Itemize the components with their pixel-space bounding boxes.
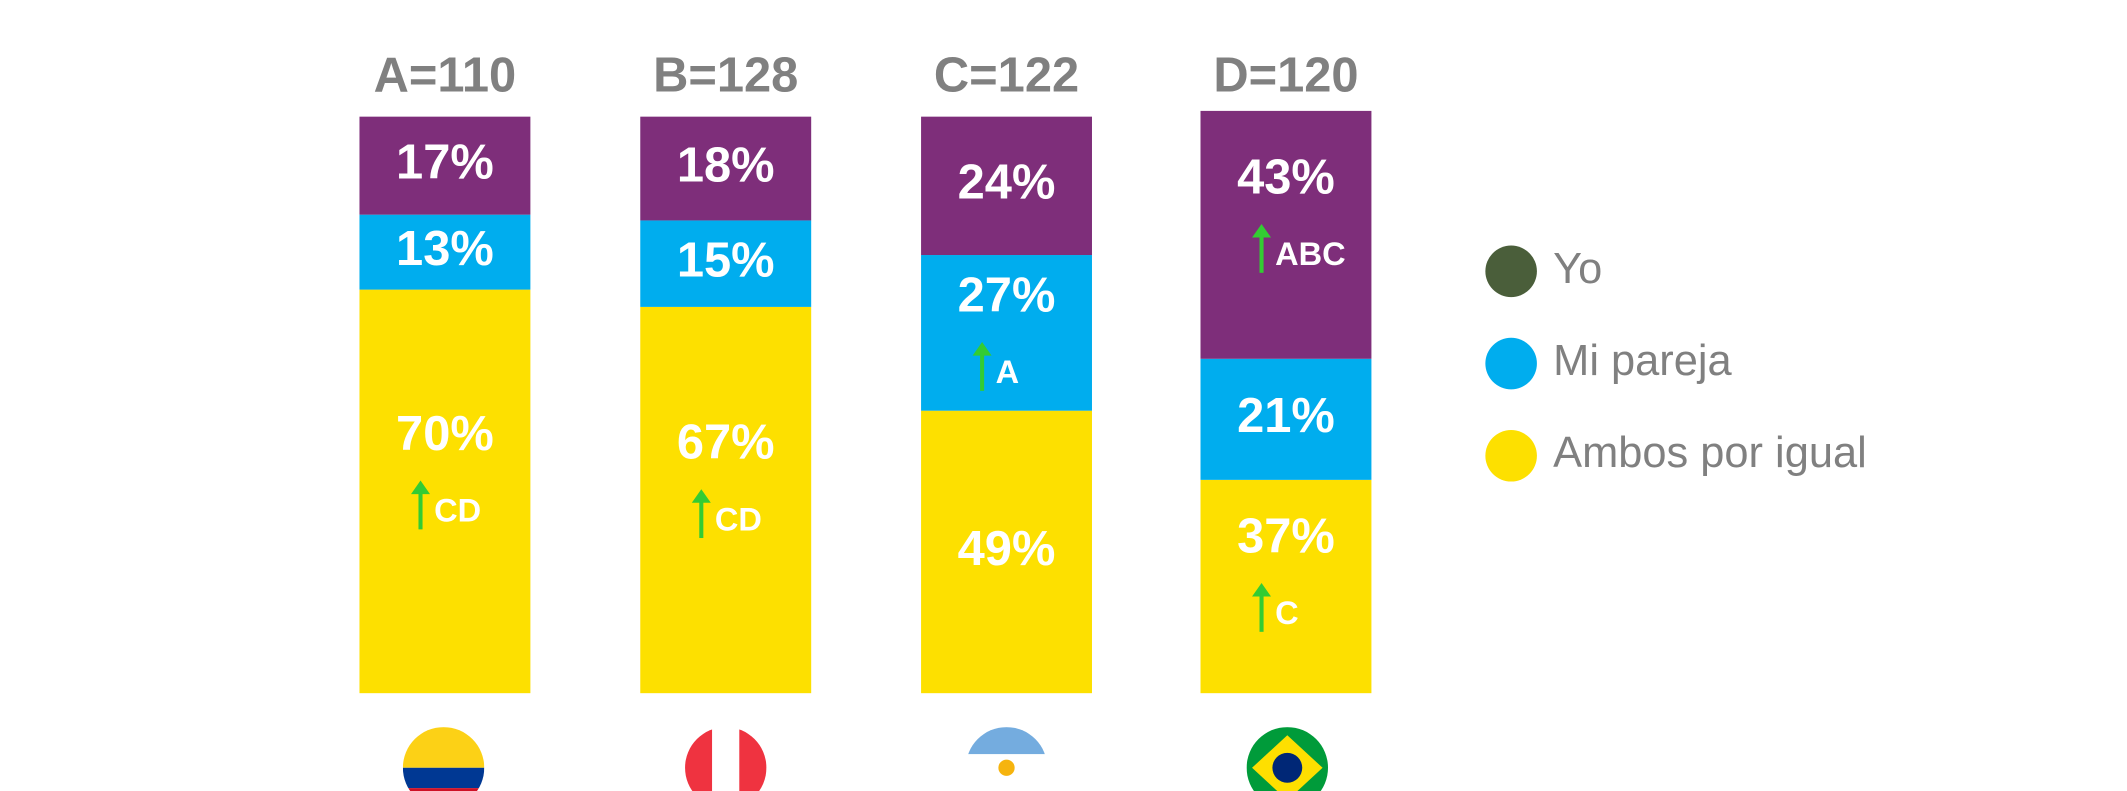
legend-label: Ambos por igual	[1553, 429, 1867, 477]
annotation-arrowhead	[972, 342, 992, 356]
value-label: 24%	[958, 156, 1056, 210]
category-label: B=128	[653, 49, 798, 103]
annotation-arrowhead	[691, 489, 711, 503]
value-label: 49%	[958, 522, 1056, 576]
annotation-arrowhead	[411, 480, 431, 495]
category-label: A=110	[374, 49, 517, 103]
annotation-label: CD	[434, 493, 481, 529]
annotation-arrowhead	[1252, 582, 1272, 597]
legend-label: Yo	[1553, 245, 1602, 293]
value-label: 21%	[1237, 389, 1335, 443]
category-label: C=122	[934, 49, 1079, 103]
bar-segment	[921, 410, 1092, 694]
flag-peru	[685, 727, 767, 791]
bar-segment	[1200, 358, 1372, 480]
legend-swatch	[1485, 245, 1537, 298]
bar-segment	[1200, 479, 1372, 694]
annotation-arrowhead	[1252, 223, 1272, 238]
flag-brazil	[1246, 727, 1329, 791]
value-label: 27%	[958, 269, 1056, 323]
annotation-label: A	[996, 354, 1020, 390]
annotation-label: C	[1275, 595, 1299, 631]
bar-segment	[359, 289, 531, 694]
bar-segment	[1200, 110, 1372, 359]
chart-area: A=110 70% CD 13% 17% B=128 67% CD 15% 18% C=122 49%…	[359, 49, 1867, 791]
legend-label: Mi pareja	[1553, 337, 1732, 385]
annotation-label: ABC	[1275, 236, 1346, 272]
bar-segment	[640, 306, 812, 694]
bar-segment	[359, 116, 531, 215]
category-label: D=120	[1213, 49, 1358, 103]
value-label: 17%	[396, 136, 494, 190]
flag-colombia	[402, 727, 485, 791]
bar-segment	[640, 220, 812, 307]
value-label: 18%	[677, 138, 775, 192]
flag-argentina	[965, 727, 1048, 782]
value-label: 70%	[396, 407, 494, 461]
value-label: 37%	[1237, 509, 1335, 563]
bar-segment	[640, 116, 812, 221]
value-label: 43%	[1237, 150, 1335, 204]
value-label: 67%	[677, 416, 775, 470]
legend-swatch	[1485, 430, 1537, 482]
bar-segment	[921, 116, 1092, 256]
value-label: 15%	[677, 234, 775, 288]
legend-swatch	[1485, 337, 1537, 390]
annotation-label: CD	[715, 501, 762, 537]
value-label: 13%	[396, 222, 494, 276]
bar-segment	[359, 214, 531, 290]
bar-segment	[921, 255, 1092, 411]
